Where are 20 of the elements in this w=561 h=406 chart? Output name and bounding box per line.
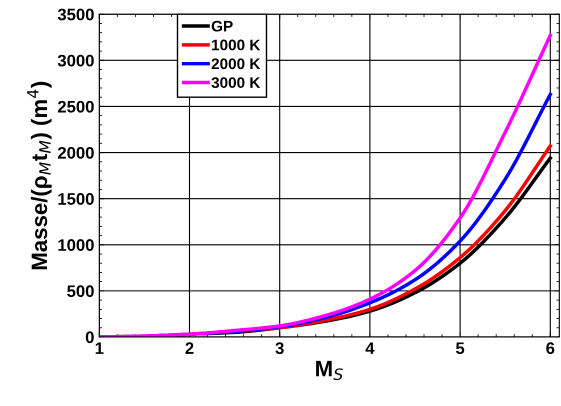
legend-label: 2000 K — [212, 58, 260, 70]
legend-label: 1000 K — [212, 40, 260, 50]
x-tick-label: 1 — [96, 342, 104, 354]
y-tick-label: 3000 — [58, 54, 94, 67]
y-tick-label: 1500 — [58, 193, 94, 205]
x-tick-label: 3 — [275, 342, 284, 354]
y-tick-label: 2000 — [58, 146, 94, 159]
x-tick-label: 4 — [366, 342, 374, 354]
y-tick-label: 1000 — [58, 239, 94, 251]
x-tick-label: 5 — [456, 342, 464, 354]
y-tick-label: 500 — [67, 285, 94, 298]
y-axis-title: Masse/(ρ$_{M}$t$_{M}$) (m$^{4}$) — [27, 82, 52, 270]
x-axis-title: M$_{S}$ — [316, 360, 343, 380]
y-tick-label: 0 — [86, 331, 94, 344]
x-tick-label: 2 — [185, 342, 194, 354]
x-tick-label: 6 — [546, 342, 554, 354]
y-tick-label: 3500 — [58, 8, 94, 20]
y-tick-label: 2500 — [58, 100, 94, 113]
legend-label: 3000 K — [211, 77, 260, 88]
legend-label: GP — [212, 20, 233, 32]
